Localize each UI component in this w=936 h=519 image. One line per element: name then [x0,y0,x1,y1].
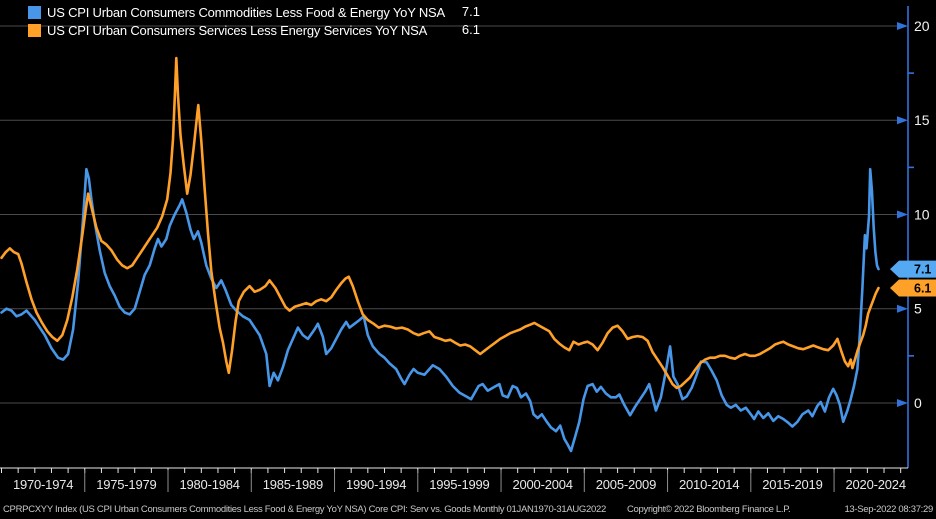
x-axis-label: 1980-1984 [179,477,239,492]
legend-swatch-commodities [28,5,41,19]
y-axis-arrow [897,210,908,219]
x-axis-label: 1970-1974 [13,477,73,492]
last-price-badge-text-services: 6.1 [914,281,931,295]
x-axis-label: 1975-1979 [96,477,156,492]
legend-item-commodities[interactable]: US CPI Urban Consumers Commodities Less … [28,3,480,21]
x-axis-label: 2020-2024 [846,477,906,492]
chart-legend: US CPI Urban Consumers Commodities Less … [28,3,480,39]
x-axis-label: 2015-2019 [762,477,822,492]
y-axis-label: 15 [914,112,930,128]
last-price-badge-text-commodities: 7.1 [914,263,931,277]
y-axis-label: 10 [914,206,930,222]
ticker-description: CPRPCXYY Index (US CPI Urban Consumers C… [3,504,606,515]
legend-item-services[interactable]: US CPI Urban Consumers Services Less Ene… [28,21,480,39]
chart-footer: CPRPCXYY Index (US CPI Urban Consumers C… [0,504,936,517]
timestamp-text: 13-Sep-2022 08:37:29 [844,504,933,515]
legend-last-value-commodities: 7.1 [461,4,480,19]
last-price-badge-services [890,279,936,297]
series-line-services[interactable] [0,56,880,390]
x-axis-label: 2010-2014 [679,477,739,492]
y-axis-arrow [897,304,908,313]
y-axis-arrow [897,21,908,30]
legend-label-services: US CPI Urban Consumers Services Less Ene… [47,22,428,38]
y-axis-label: 5 [914,301,922,317]
x-axis-label: 1995-1999 [429,477,489,492]
x-axis-label: 1990-1994 [346,477,406,492]
x-axis-label: 2005-2009 [596,477,656,492]
legend-label-commodities: US CPI Urban Consumers Commodities Less … [47,4,445,20]
last-price-badge-commodities [890,260,936,278]
y-axis-label: 20 [914,18,930,34]
y-axis-arrow [897,398,908,407]
legend-last-value-services: 6.1 [461,22,480,37]
y-axis-label: 0 [914,395,922,411]
legend-swatch-services [28,23,41,37]
x-axis-label: 1985-1989 [263,477,323,492]
copyright-text: Copyright© 2022 Bloomberg Finance L.P. [627,504,791,515]
series-line-commodities[interactable] [0,167,880,453]
y-axis-arrow [897,116,908,125]
x-axis-label: 2000-2004 [512,477,572,492]
